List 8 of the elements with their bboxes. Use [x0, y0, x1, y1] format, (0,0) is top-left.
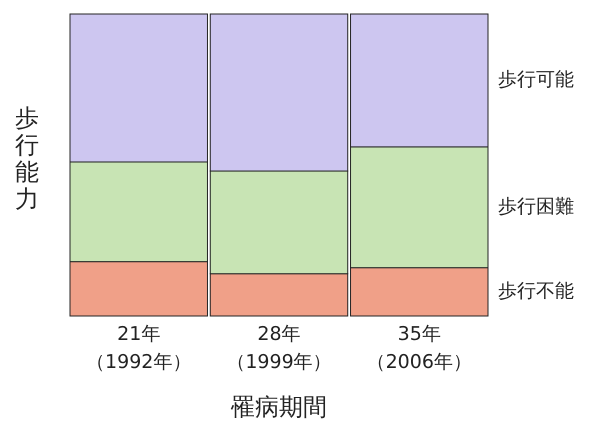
- series-label: 歩行可能: [498, 68, 574, 91]
- x-tick-label: 35年（2006年）: [366, 323, 472, 373]
- series-label: 歩行不能: [498, 280, 574, 302]
- series-label: 歩行困難: [498, 195, 574, 218]
- x-tick-label: 28年（1999年）: [226, 323, 332, 373]
- x-tick-label: 21年（1992年）: [86, 323, 192, 373]
- y-axis-title: 歩行能力: [15, 104, 39, 213]
- x-axis-title: 罹病期間: [230, 393, 327, 421]
